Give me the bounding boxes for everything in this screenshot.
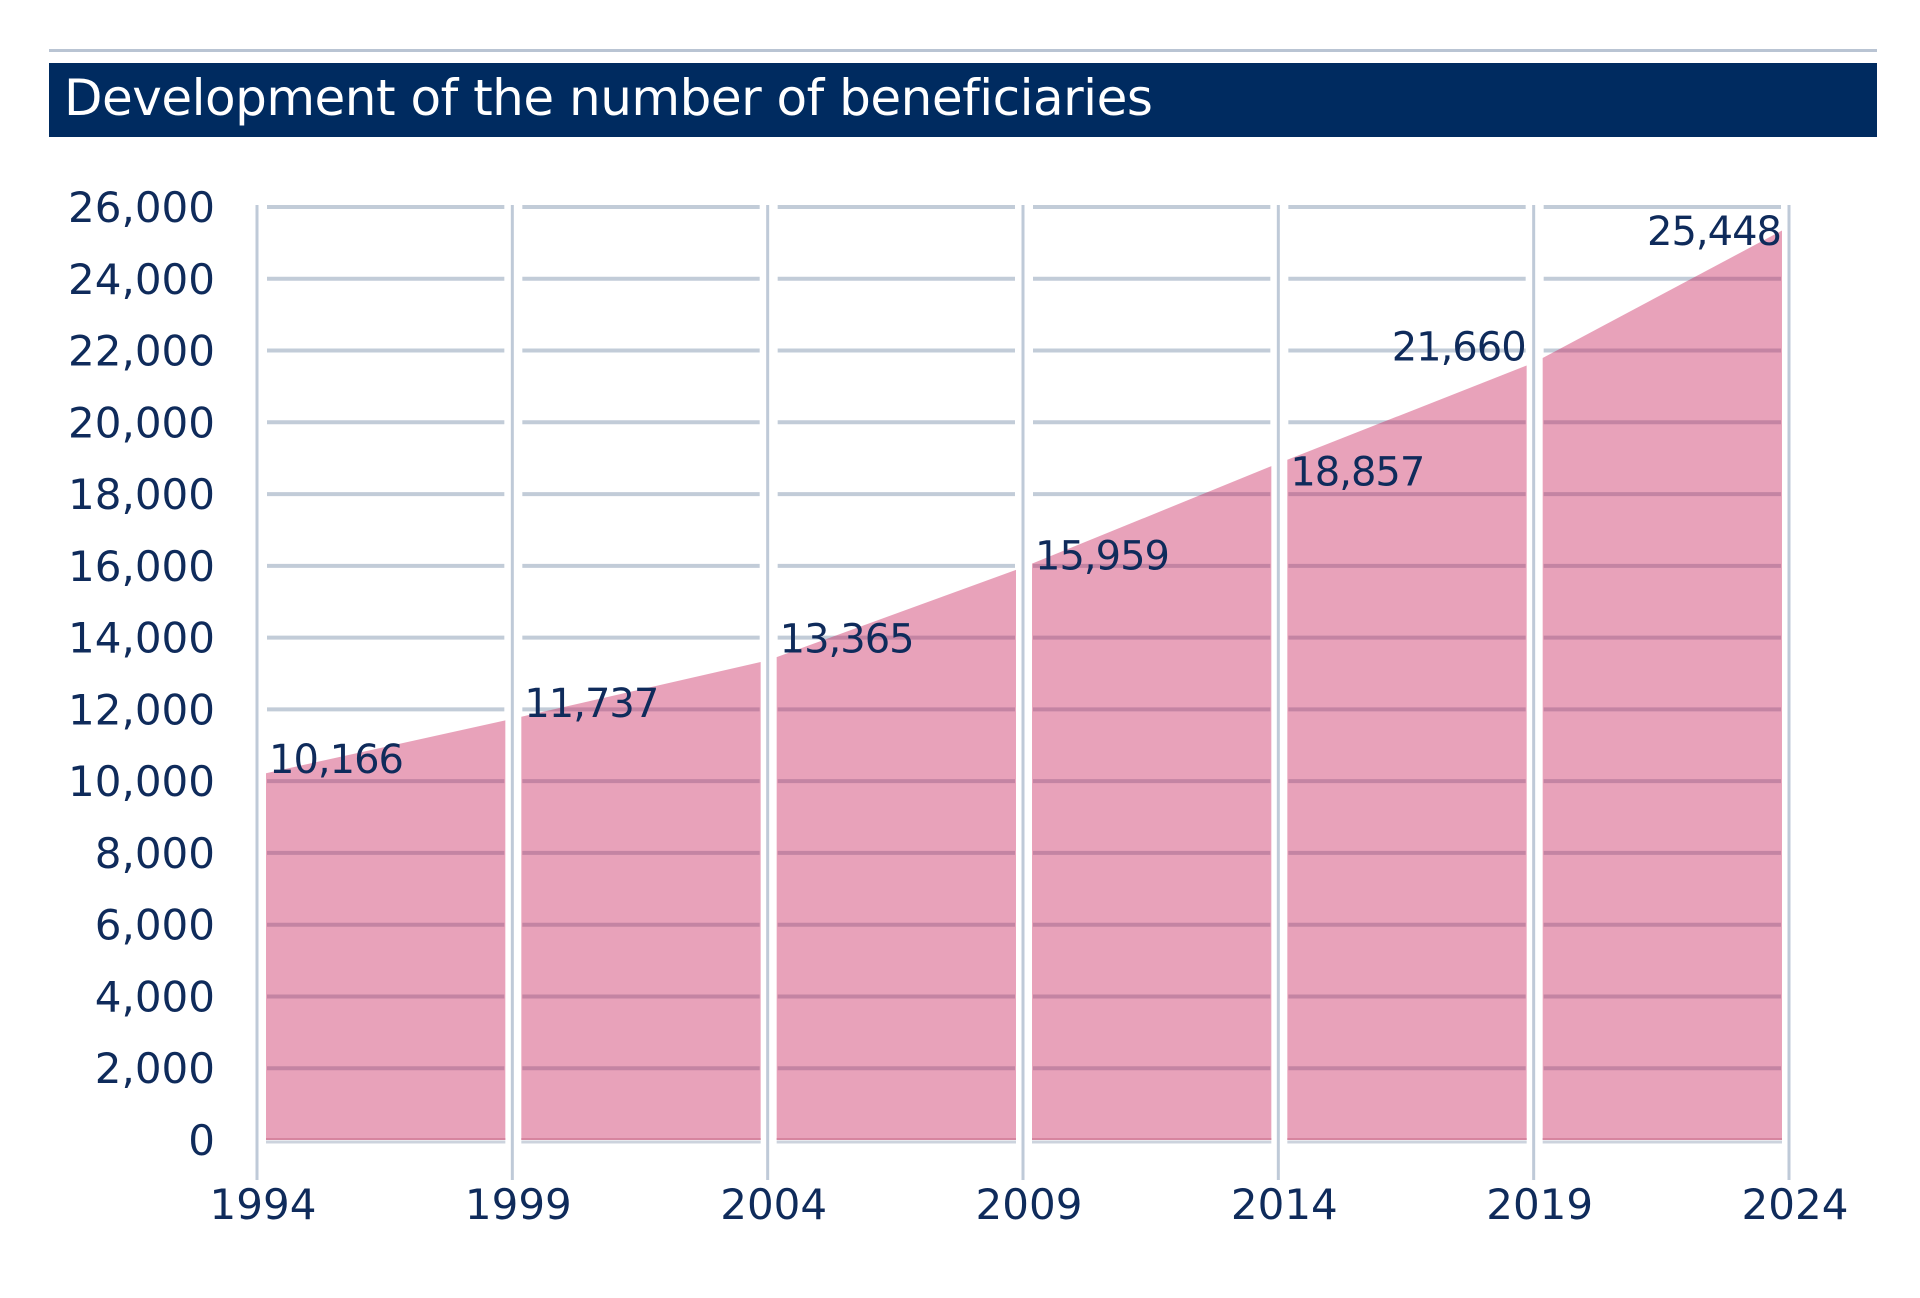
data-label-1994: 10,166 [269, 737, 403, 783]
data-label-2004: 13,365 [780, 616, 914, 662]
y-tick-label: 8,000 [95, 829, 215, 878]
area-segment-2014-2019 [1287, 365, 1527, 1140]
area-segment-1999-2004 [521, 662, 761, 1140]
data-label-2019: 21,660 [1392, 325, 1526, 371]
y-tick-label: 10,000 [68, 757, 215, 806]
y-tick-label: 24,000 [68, 255, 215, 304]
y-tick-label: 18,000 [68, 470, 215, 519]
y-tick-label: 26,000 [68, 183, 215, 232]
x-tick-label: 1994 [210, 1180, 317, 1229]
y-tick-label: 22,000 [68, 327, 215, 376]
x-tick-label: 2024 [1742, 1180, 1849, 1229]
y-tick-label: 14,000 [68, 614, 215, 663]
x-tick-label: 2014 [1231, 1180, 1338, 1229]
area-segment-2004-2009 [776, 569, 1016, 1140]
vertical-gridlines [255, 205, 1791, 1180]
chart-title: Development of the number of beneficiari… [64, 69, 1153, 127]
data-label-2009: 15,959 [1035, 533, 1169, 579]
y-axis-tick-labels: 0 2,000 4,000 6,000 8,000 10,000 12,000 14,000 1… [68, 183, 215, 1165]
x-tick-label: 2004 [720, 1180, 827, 1229]
y-tick-label: 16,000 [68, 542, 215, 591]
top-rule [49, 49, 1877, 52]
y-tick-label: 4,000 [95, 972, 215, 1021]
x-axis-tick-labels: 1994 1999 2004 2009 2014 2019 2024 [210, 1180, 1849, 1229]
data-label-1999: 11,737 [524, 681, 658, 727]
data-label-2024: 25,448 [1647, 209, 1781, 255]
y-tick-label: 2,000 [95, 1044, 215, 1093]
x-tick-label: 1999 [465, 1180, 572, 1229]
title-bar: Development of the number of beneficiari… [49, 63, 1877, 137]
zero-baseline [266, 1138, 1782, 1144]
data-labels: 10,166 11,737 13,365 15,959 18,857 21,660 25,4… [269, 209, 1782, 783]
x-tick-label: 2019 [1486, 1180, 1593, 1229]
area-segment-2019-2024 [1542, 230, 1782, 1141]
area-segments [266, 230, 1782, 1141]
area-segment-2009-2014 [1032, 466, 1272, 1140]
area-segment-1994-1999 [266, 720, 506, 1140]
data-label-2014: 18,857 [1290, 449, 1424, 495]
y-tick-label: 6,000 [95, 901, 215, 950]
horizontal-gridlines [267, 205, 1781, 1071]
x-tick-label: 2009 [976, 1180, 1083, 1229]
y-tick-label: 12,000 [68, 685, 215, 734]
y-tick-label: 0 [188, 1116, 215, 1165]
y-tick-label: 20,000 [68, 398, 215, 447]
